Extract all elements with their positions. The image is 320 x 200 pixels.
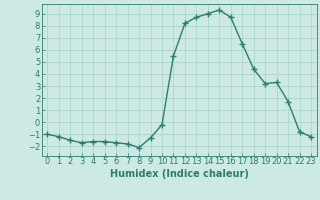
- X-axis label: Humidex (Indice chaleur): Humidex (Indice chaleur): [110, 169, 249, 179]
